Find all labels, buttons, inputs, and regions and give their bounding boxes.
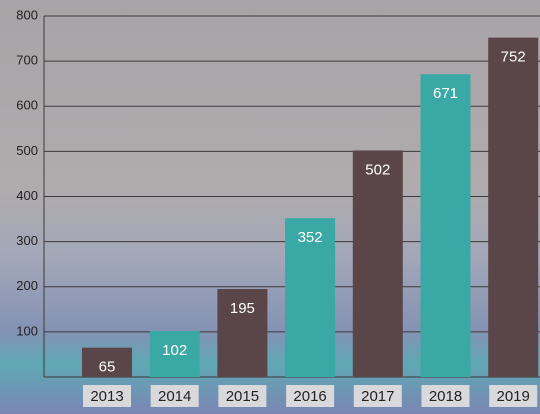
y-tick-label: 800 bbox=[16, 7, 38, 22]
x-tick-label: 2017 bbox=[361, 388, 394, 405]
x-tick-label: 2013 bbox=[90, 388, 123, 405]
bar bbox=[421, 74, 471, 377]
value-label: 671 bbox=[433, 85, 458, 102]
x-tick-label: 2019 bbox=[497, 388, 530, 405]
value-label: 352 bbox=[298, 229, 323, 246]
x-tick-label: 2014 bbox=[158, 388, 191, 405]
value-label: 102 bbox=[162, 342, 187, 359]
y-tick-label: 300 bbox=[16, 233, 38, 248]
y-tick-label: 200 bbox=[16, 278, 38, 293]
value-label: 752 bbox=[501, 49, 526, 66]
y-tick-label: 100 bbox=[16, 323, 38, 338]
y-tick-label: 500 bbox=[16, 143, 38, 158]
x-tick-label: 2018 bbox=[429, 388, 462, 405]
value-label: 502 bbox=[365, 161, 390, 178]
value-label: 65 bbox=[99, 359, 116, 376]
value-label: 195 bbox=[230, 300, 255, 317]
chart: 100 200 300 400 500 600 700 800 65 2013 102 2014 195… bbox=[0, 0, 540, 414]
x-tick-label: 2015 bbox=[226, 388, 259, 405]
y-tick-label: 700 bbox=[16, 53, 38, 68]
x-tick-label: 2016 bbox=[293, 388, 326, 405]
bar bbox=[353, 150, 403, 377]
bar bbox=[488, 38, 538, 377]
y-tick-label: 400 bbox=[16, 188, 38, 203]
y-tick-label: 600 bbox=[16, 98, 38, 113]
